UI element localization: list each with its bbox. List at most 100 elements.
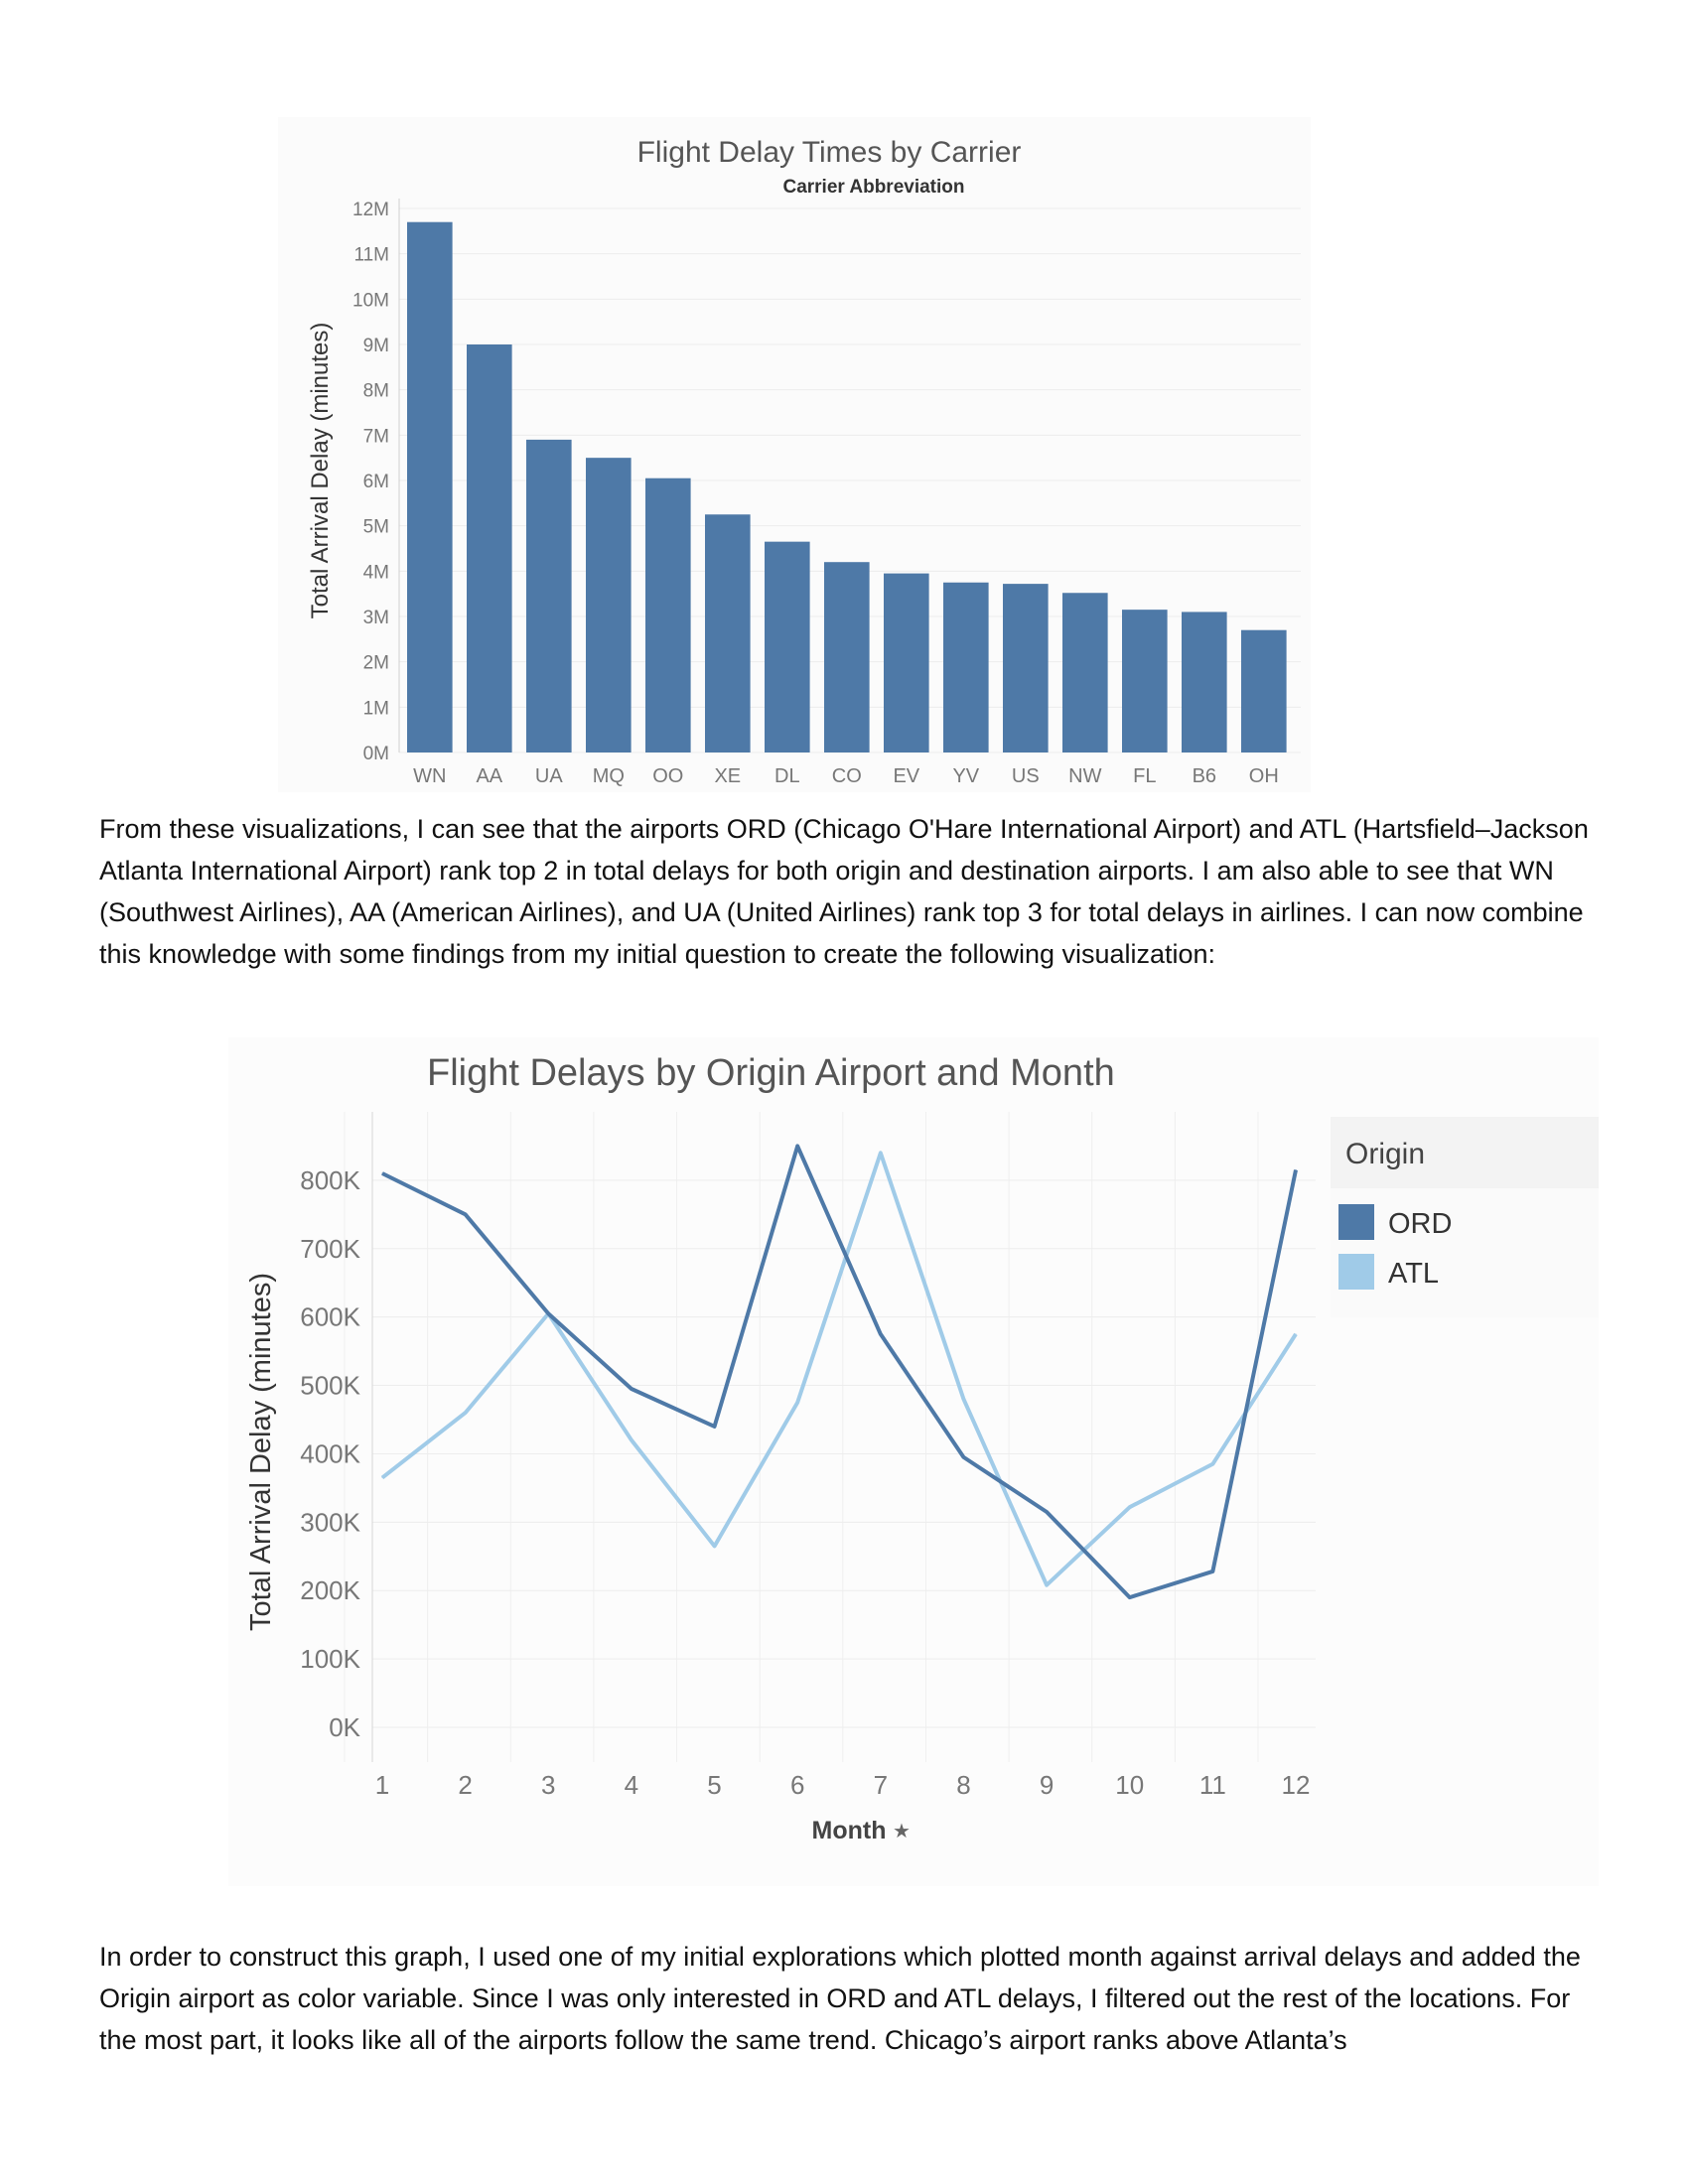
chart-title: Flight Delays by Origin Airport and Mont… bbox=[427, 1052, 1115, 1094]
x-tick-label: 4 bbox=[625, 1770, 638, 1800]
bar-wn bbox=[407, 221, 453, 752]
data-point-ord bbox=[1295, 1169, 1297, 1171]
bar-oo bbox=[645, 478, 691, 752]
x-tick-label: 6 bbox=[790, 1770, 804, 1800]
x-tick-label: 9 bbox=[1040, 1770, 1054, 1800]
x-tick-label: DL bbox=[774, 765, 800, 787]
bar-co bbox=[824, 562, 870, 752]
bar-ua bbox=[526, 439, 572, 752]
y-tick-label: 12M bbox=[352, 200, 389, 220]
legend-title: Origin bbox=[1345, 1138, 1425, 1170]
y-axis-label: Total Arrival Delay (minutes) bbox=[245, 1273, 277, 1631]
origin-month-line-chart-svg: Flight Delays by Origin Airport and Mont… bbox=[245, 1052, 1599, 1844]
data-point-atl bbox=[962, 1398, 964, 1400]
x-tick-label: 12 bbox=[1282, 1770, 1311, 1800]
data-point-ord bbox=[1129, 1596, 1131, 1598]
x-tick-label: 2 bbox=[458, 1770, 472, 1800]
x-tick-label: EV bbox=[893, 765, 919, 787]
x-tick-label: OH bbox=[1249, 765, 1279, 787]
legend-header bbox=[1331, 1117, 1599, 1188]
y-tick-label: 700K bbox=[300, 1234, 360, 1264]
series-line-ord bbox=[381, 1144, 1298, 1600]
bar-nw bbox=[1062, 593, 1108, 752]
paragraph-1: From these visualizations, I can see tha… bbox=[99, 814, 1589, 969]
data-point-ord bbox=[465, 1213, 467, 1215]
y-tick-label: 8M bbox=[363, 381, 389, 402]
y-tick-label: 0M bbox=[363, 744, 389, 764]
y-tick-label: 11M bbox=[353, 245, 389, 266]
data-point-ord bbox=[1211, 1570, 1213, 1572]
x-tick-label: B6 bbox=[1193, 765, 1216, 787]
x-tick-label: YV bbox=[952, 765, 979, 787]
x-tick-label: FL bbox=[1133, 765, 1156, 787]
data-point-ord bbox=[714, 1426, 716, 1428]
origin-month-line-chart: Flight Delays by Origin Airport and Mont… bbox=[228, 1037, 1599, 1886]
chart-subtitle: Carrier Abbreviation bbox=[782, 177, 964, 198]
y-tick-label: 6M bbox=[363, 472, 389, 492]
chart-title: Flight Delay Times by Carrier bbox=[637, 136, 1022, 169]
y-tick-label: 9M bbox=[363, 336, 389, 356]
y-tick-label: 800K bbox=[300, 1165, 360, 1195]
y-tick-label: 600K bbox=[300, 1302, 360, 1332]
data-point-ord bbox=[880, 1333, 882, 1335]
legend-label-ord: ORD bbox=[1388, 1208, 1452, 1240]
x-tick-label: 11 bbox=[1199, 1770, 1226, 1800]
data-point-ord bbox=[381, 1172, 383, 1174]
data-point-atl bbox=[1295, 1333, 1297, 1335]
carrier-bar-chart: Flight Delay Times by Carrier Carrier Abb… bbox=[278, 117, 1311, 792]
y-tick-label: 7M bbox=[363, 426, 389, 447]
x-tick-label: XE bbox=[714, 765, 741, 787]
x-tick-label: 5 bbox=[707, 1770, 721, 1800]
legend-swatch-ord bbox=[1338, 1204, 1374, 1240]
y-tick-label: 200K bbox=[300, 1575, 360, 1605]
y-tick-label: 400K bbox=[300, 1438, 360, 1468]
x-tick-label: OO bbox=[652, 765, 683, 787]
x-tick-label: 1 bbox=[375, 1770, 389, 1800]
legend-label-atl: ATL bbox=[1388, 1258, 1439, 1290]
data-point-ord bbox=[547, 1312, 549, 1314]
x-axis-label: Month bbox=[812, 1817, 887, 1844]
bar-dl bbox=[765, 541, 810, 752]
y-tick-label: 0K bbox=[329, 1712, 360, 1742]
bar-oh bbox=[1241, 629, 1287, 752]
x-tick-label: 7 bbox=[874, 1770, 888, 1800]
y-tick-label: 500K bbox=[300, 1371, 360, 1401]
x-tick-label: CO bbox=[832, 765, 862, 787]
x-tick-label: NW bbox=[1068, 765, 1101, 787]
bar-fl bbox=[1122, 610, 1168, 752]
paragraph-2: In order to construct this graph, I used… bbox=[99, 1942, 1581, 2055]
data-point-atl bbox=[1129, 1506, 1131, 1508]
y-tick-label: 100K bbox=[300, 1644, 360, 1674]
bar-aa bbox=[467, 344, 512, 752]
x-tick-label: 8 bbox=[956, 1770, 970, 1800]
data-point-atl bbox=[1046, 1584, 1048, 1586]
data-point-ord bbox=[796, 1145, 798, 1147]
y-tick-label: 300K bbox=[300, 1507, 360, 1537]
carrier-bar-chart-svg: Flight Delay Times by Carrier Carrier Abb… bbox=[307, 136, 1301, 787]
series-line-atl bbox=[380, 1151, 1298, 1587]
y-tick-label: 5M bbox=[363, 517, 389, 538]
data-point-atl bbox=[1211, 1463, 1213, 1465]
x-tick-label: UA bbox=[535, 765, 563, 787]
legend-body bbox=[1331, 1188, 1599, 1317]
y-tick-label: 10M bbox=[352, 290, 389, 311]
x-tick-label: 3 bbox=[541, 1770, 555, 1800]
bar-mq bbox=[586, 458, 632, 752]
x-tick-label: 10 bbox=[1115, 1770, 1144, 1800]
y-tick-label: 4M bbox=[363, 562, 389, 583]
y-tick-label: 2M bbox=[363, 653, 389, 674]
bar-yv bbox=[943, 582, 989, 752]
y-axis-label: Total Arrival Delay (minutes) bbox=[307, 323, 334, 619]
data-point-atl bbox=[796, 1402, 798, 1404]
bar-ev bbox=[884, 573, 929, 752]
data-point-atl bbox=[880, 1152, 882, 1154]
data-point-atl bbox=[631, 1439, 633, 1441]
data-point-ord bbox=[631, 1388, 633, 1390]
x-tick-label: US bbox=[1012, 765, 1040, 787]
legend-swatch-atl bbox=[1338, 1254, 1374, 1290]
data-point-atl bbox=[714, 1545, 716, 1547]
bar-xe bbox=[705, 514, 751, 752]
x-tick-label: MQ bbox=[593, 765, 625, 787]
pin-icon: ★ bbox=[893, 1821, 911, 1843]
data-point-atl bbox=[381, 1477, 383, 1479]
